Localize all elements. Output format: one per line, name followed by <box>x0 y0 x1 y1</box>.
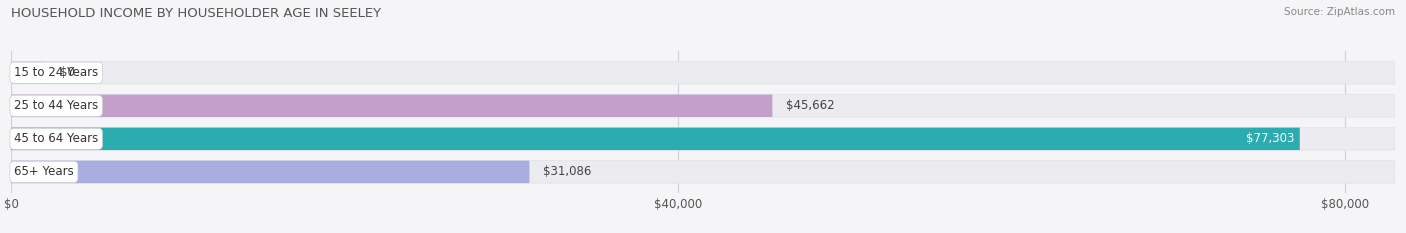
FancyBboxPatch shape <box>11 128 1299 150</box>
Text: $77,303: $77,303 <box>1246 132 1295 145</box>
Text: HOUSEHOLD INCOME BY HOUSEHOLDER AGE IN SEELEY: HOUSEHOLD INCOME BY HOUSEHOLDER AGE IN S… <box>11 7 381 20</box>
FancyBboxPatch shape <box>11 161 530 183</box>
Text: $45,662: $45,662 <box>786 99 835 112</box>
Text: Source: ZipAtlas.com: Source: ZipAtlas.com <box>1284 7 1395 17</box>
Text: 45 to 64 Years: 45 to 64 Years <box>14 132 98 145</box>
Text: 65+ Years: 65+ Years <box>14 165 73 178</box>
Text: 15 to 24 Years: 15 to 24 Years <box>14 66 98 79</box>
FancyBboxPatch shape <box>11 62 1395 84</box>
Text: $31,086: $31,086 <box>543 165 592 178</box>
FancyBboxPatch shape <box>11 62 46 84</box>
FancyBboxPatch shape <box>11 161 1395 183</box>
FancyBboxPatch shape <box>11 95 772 117</box>
FancyBboxPatch shape <box>11 95 1395 117</box>
Text: 25 to 44 Years: 25 to 44 Years <box>14 99 98 112</box>
Text: $0: $0 <box>59 66 75 79</box>
FancyBboxPatch shape <box>11 128 1395 150</box>
